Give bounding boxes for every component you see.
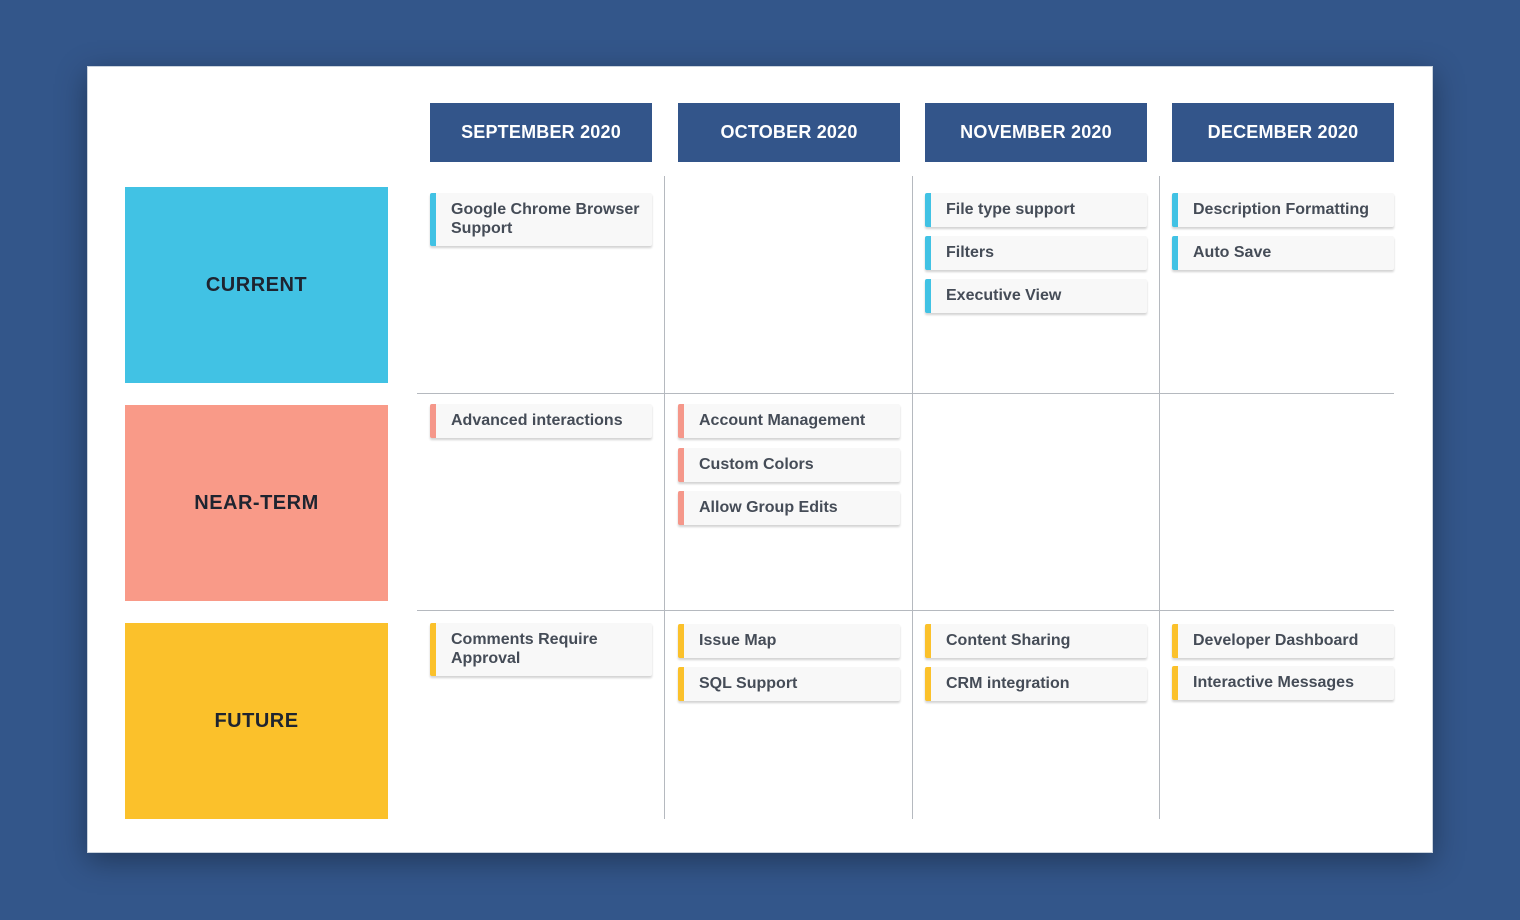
card-account-management[interactable]: Account Management (678, 404, 900, 438)
grid-divider-vertical (1159, 176, 1160, 819)
card-executive-view[interactable]: Executive View (925, 279, 1147, 313)
card-custom-colors[interactable]: Custom Colors (678, 448, 900, 482)
card-crm-integration[interactable]: CRM integration (925, 667, 1147, 701)
month-header-october[interactable]: OCTOBER 2020 (678, 103, 900, 162)
card-developer-dashboard[interactable]: Developer Dashboard (1172, 624, 1394, 658)
grid-divider-horizontal (417, 610, 1394, 611)
card-issue-map[interactable]: Issue Map (678, 624, 900, 658)
month-header-december[interactable]: DECEMBER 2020 (1172, 103, 1394, 162)
lane-near-term[interactable]: NEAR-TERM (125, 405, 388, 601)
month-header-november[interactable]: NOVEMBER 2020 (925, 103, 1147, 162)
month-header-september[interactable]: SEPTEMBER 2020 (430, 103, 652, 162)
card-advanced-interactions[interactable]: Advanced interactions (430, 404, 652, 438)
card-interactive-messages[interactable]: Interactive Messages (1172, 666, 1394, 700)
card-auto-save[interactable]: Auto Save (1172, 236, 1394, 270)
card-content-sharing[interactable]: Content Sharing (925, 624, 1147, 658)
grid-divider-horizontal (417, 393, 1394, 394)
card-allow-group-edits[interactable]: Allow Group Edits (678, 491, 900, 525)
card-description-formatting[interactable]: Description Formatting (1172, 193, 1394, 227)
card-file-type-support[interactable]: File type support (925, 193, 1147, 227)
card-filters[interactable]: Filters (925, 236, 1147, 270)
card-sql-support[interactable]: SQL Support (678, 667, 900, 701)
lane-current[interactable]: CURRENT (125, 187, 388, 383)
card-comments-require-approval[interactable]: Comments Require Approval (430, 623, 652, 676)
card-google-chrome-browser-support[interactable]: Google Chrome Browser Support (430, 193, 652, 246)
lane-future[interactable]: FUTURE (125, 623, 388, 819)
grid-divider-vertical (912, 176, 913, 819)
grid-divider-vertical (664, 176, 665, 819)
